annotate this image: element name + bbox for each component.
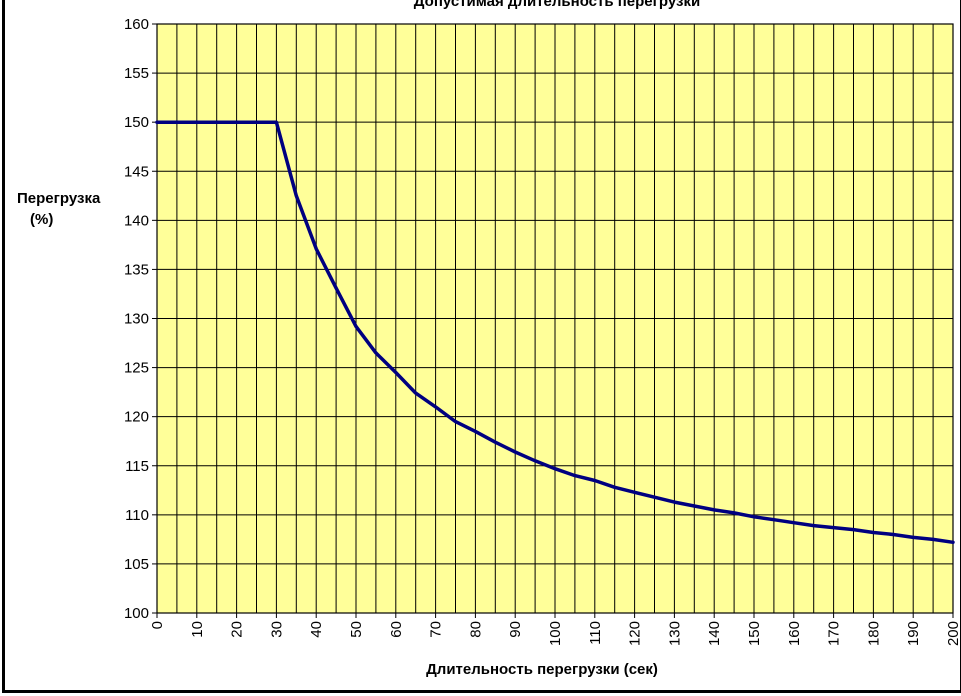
- x-tick-label: 40: [308, 621, 325, 638]
- y-tick-label: 160: [124, 16, 149, 33]
- x-tick-label: 70: [428, 621, 445, 638]
- x-tick-label: 160: [786, 621, 803, 646]
- y-tick-label: 125: [124, 360, 149, 377]
- y-tick-label: 100: [124, 605, 149, 622]
- y-tick-label: 135: [124, 261, 149, 278]
- x-tick-label: 20: [229, 621, 246, 638]
- x-tick-label: 50: [348, 621, 365, 638]
- x-tick-label: 140: [706, 621, 723, 646]
- y-tick-label: 155: [124, 65, 149, 82]
- x-axis-ticks: 0 10 20 30 40 50 60 70 80 90 100 110 120 130 140 150 160…: [149, 613, 961, 646]
- x-tick-label: 60: [388, 621, 405, 638]
- x-tick-label: 30: [268, 621, 285, 638]
- y-axis-title-line1: Перегрузка: [17, 190, 101, 207]
- y-tick-label: 140: [124, 212, 149, 229]
- x-tick-label: 80: [467, 621, 484, 638]
- x-tick-label: 100: [547, 621, 564, 646]
- x-tick-label: 90: [507, 621, 524, 638]
- y-axis-title-line2: (%): [30, 211, 53, 228]
- y-axis-ticks: 100 105 110 115 120 125 130 135 140 145 150 155 160: [124, 16, 157, 622]
- y-tick-label: 120: [124, 409, 149, 426]
- x-tick-label: 180: [865, 621, 882, 646]
- x-axis-title: Длительность перегрузки (сек): [426, 661, 658, 678]
- x-tick-label: 150: [746, 621, 763, 646]
- grid-lines: [156, 23, 954, 614]
- y-tick-label: 115: [125, 458, 149, 475]
- y-tick-label: 130: [124, 311, 149, 328]
- x-tick-label: 130: [666, 621, 683, 646]
- x-tick-label: 10: [189, 621, 206, 638]
- x-tick-label: 200: [945, 621, 961, 646]
- y-tick-label: 110: [125, 507, 149, 524]
- x-tick-label: 170: [826, 621, 843, 646]
- x-tick-label: 110: [587, 621, 604, 645]
- y-tick-label: 105: [124, 556, 149, 573]
- y-tick-label: 150: [124, 114, 149, 131]
- series-layer: [155, 120, 955, 545]
- overload-series-line: [155, 120, 955, 545]
- y-tick-label: 145: [124, 163, 149, 180]
- chart-title: Допустимая длительность перегрузки: [414, 0, 700, 10]
- x-tick-label: 120: [627, 621, 644, 646]
- x-tick-label: 190: [905, 621, 922, 646]
- x-tick-label: 0: [149, 621, 166, 629]
